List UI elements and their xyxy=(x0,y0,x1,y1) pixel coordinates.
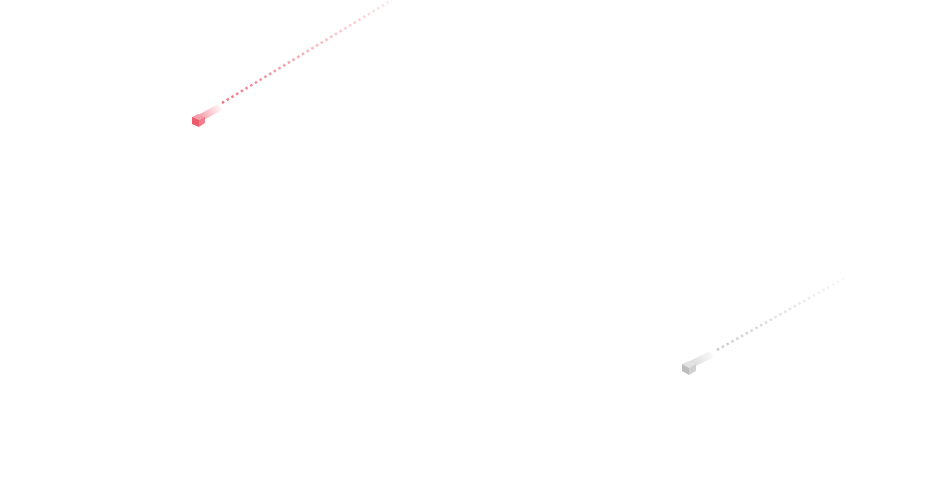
meteor-head-top xyxy=(192,114,205,120)
meteor-trail xyxy=(716,276,846,352)
gray-meteor xyxy=(682,276,846,375)
meteor-head-left xyxy=(192,117,199,127)
meteor-head-right xyxy=(689,364,696,375)
red-meteor xyxy=(192,0,393,127)
meteor-head-left xyxy=(682,364,689,375)
meteor-trail xyxy=(221,0,393,105)
meteor-head-right xyxy=(199,117,205,127)
meteor-head-top xyxy=(682,361,696,368)
